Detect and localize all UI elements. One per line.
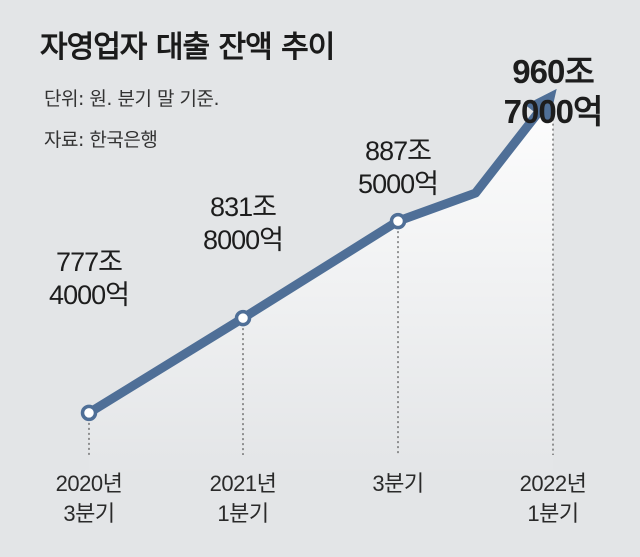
data-label: 777조 bbox=[56, 247, 122, 277]
x-tick-label: 2020년 bbox=[56, 471, 123, 496]
arrow-head bbox=[525, 88, 557, 124]
area-fill bbox=[89, 93, 553, 478]
data-point bbox=[389, 212, 407, 230]
x-tick-label: 3분기 bbox=[372, 471, 423, 496]
data-point bbox=[234, 309, 252, 327]
data-label: 960조 bbox=[512, 53, 594, 90]
data-label: 5000억 bbox=[358, 169, 438, 199]
data-label: 4000억 bbox=[49, 280, 129, 310]
unit-note: 단위: 원. 분기 말 기준. bbox=[44, 88, 219, 110]
data-label: 831조 bbox=[210, 192, 276, 222]
x-tick-label: 2021년 bbox=[210, 471, 277, 496]
chart-title: 자영업자 대출 잔액 추이 bbox=[40, 30, 335, 65]
x-tick-label: 2022년 bbox=[520, 471, 587, 496]
source-note: 자료: 한국은행 bbox=[44, 129, 158, 151]
data-point bbox=[80, 404, 98, 422]
data-label: 887조 bbox=[365, 136, 431, 166]
data-label: 8000억 bbox=[203, 225, 283, 255]
x-tick-label: 1분기 bbox=[217, 501, 268, 526]
x-tick-label: 1분기 bbox=[527, 501, 578, 526]
data-label: 7000억 bbox=[504, 93, 603, 130]
x-tick-label: 3분기 bbox=[63, 501, 114, 526]
